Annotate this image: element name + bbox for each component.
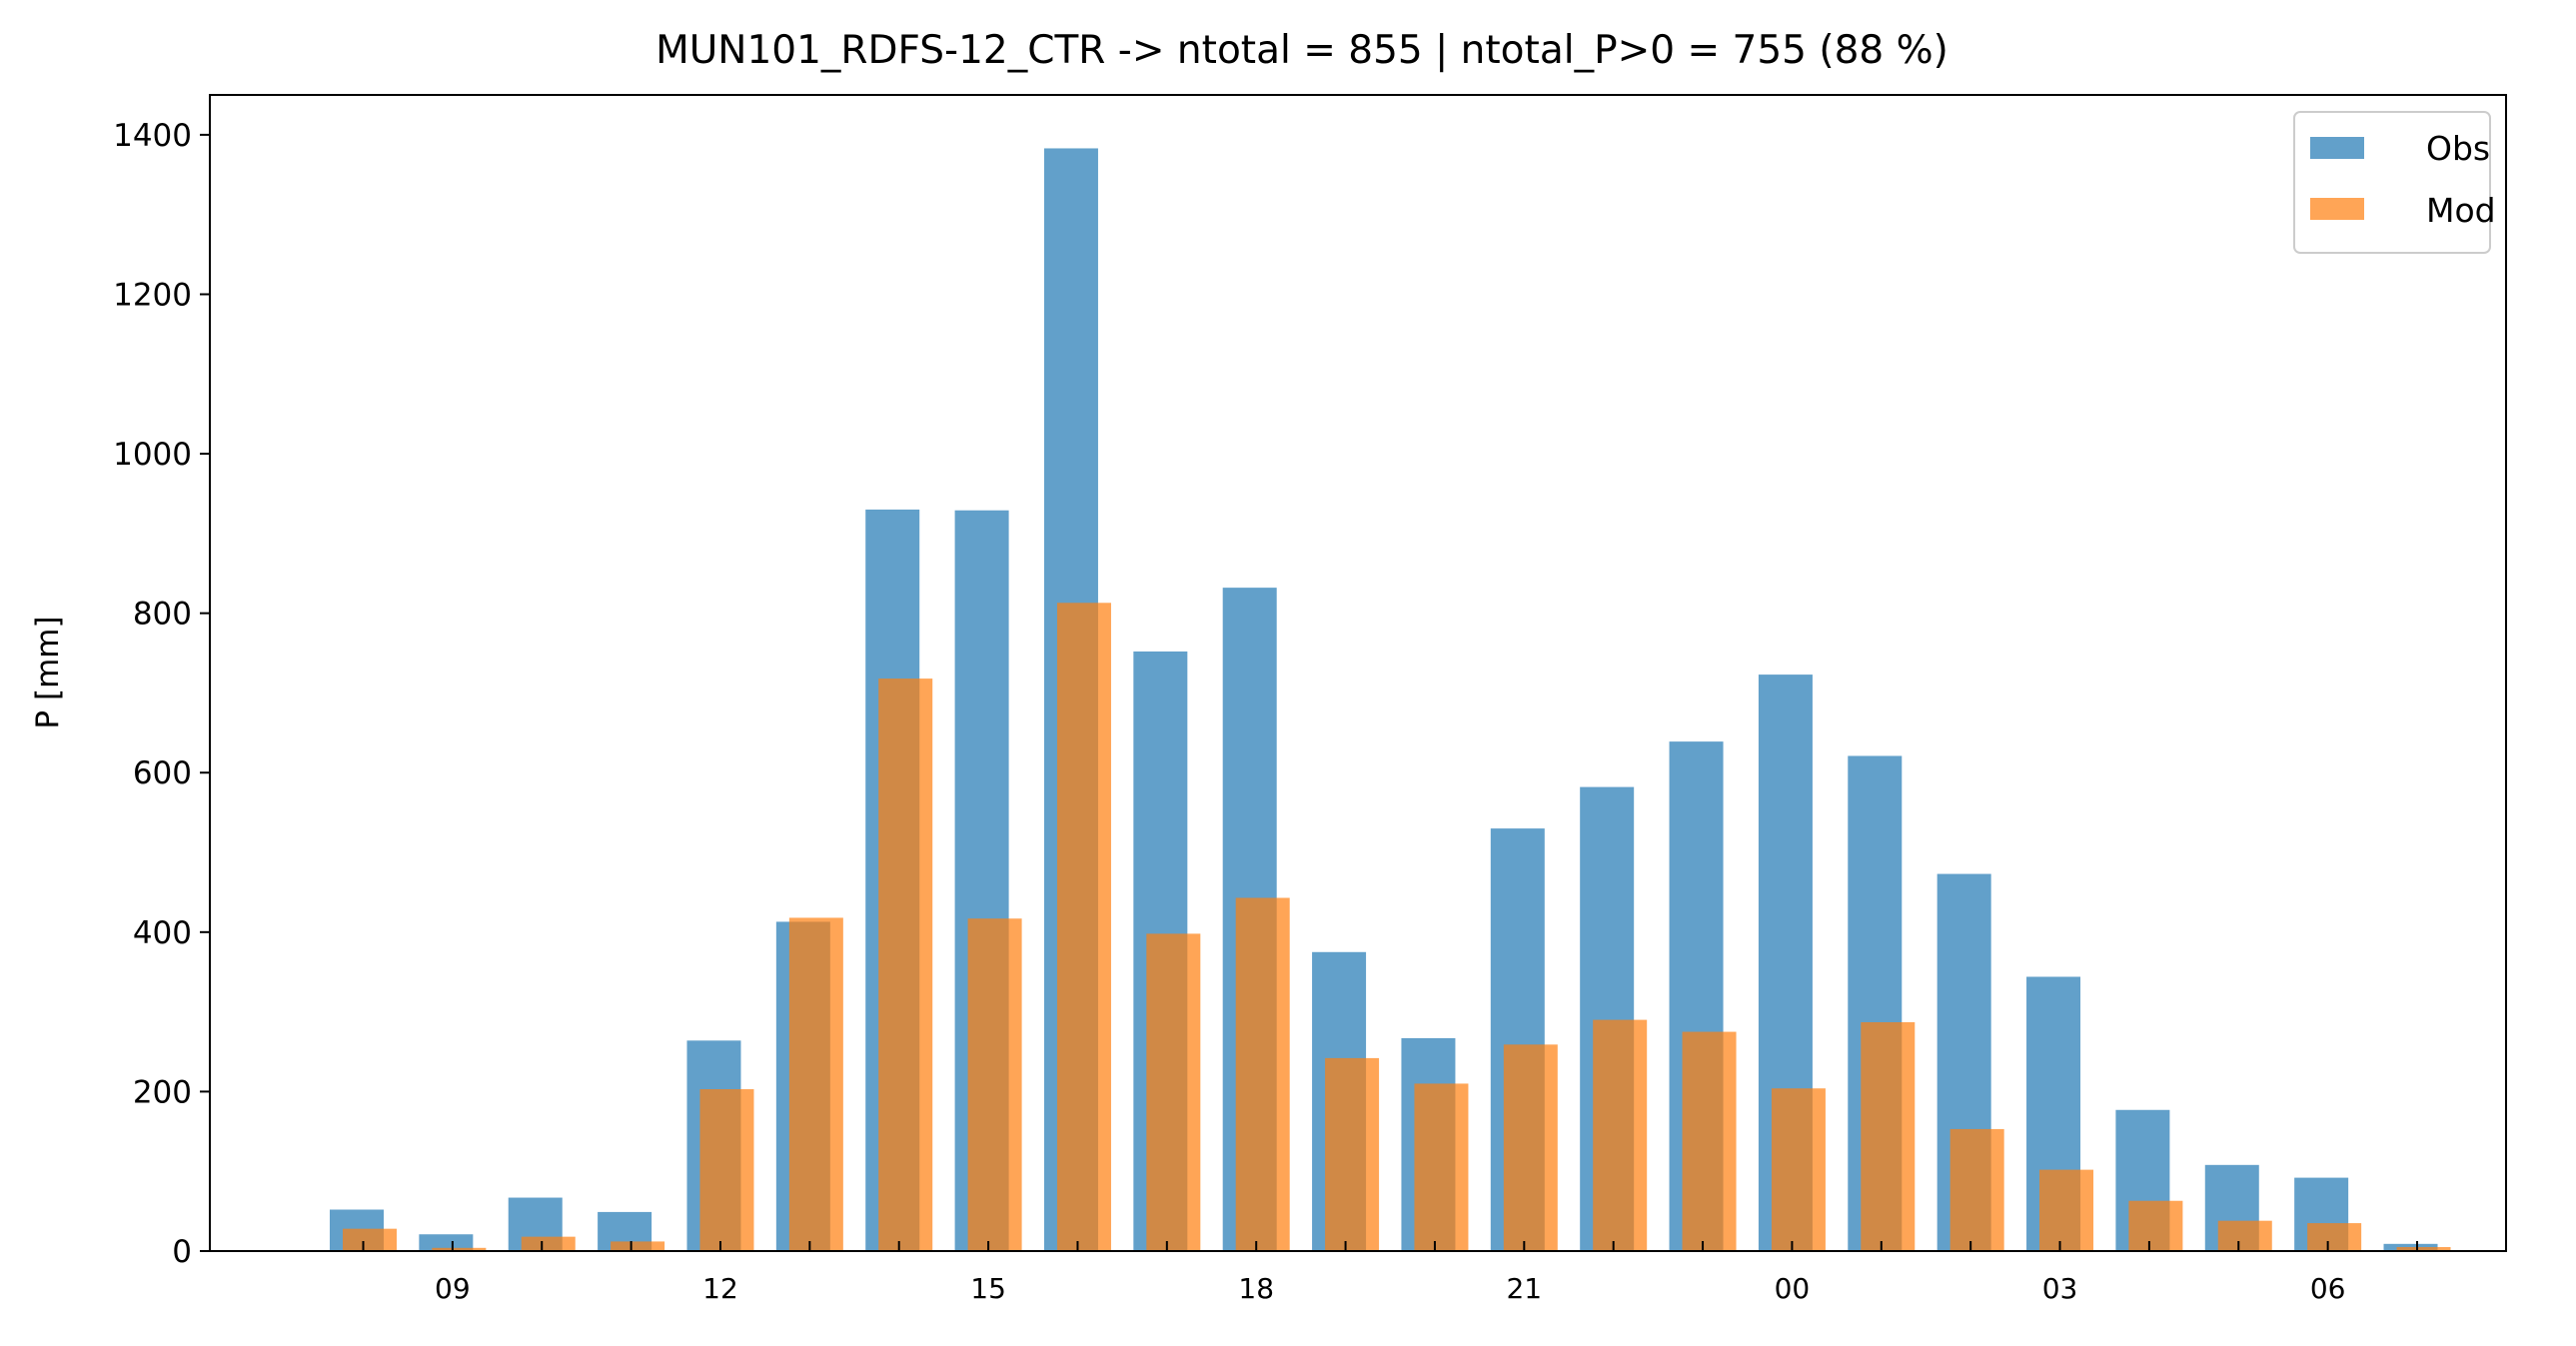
bar-mod-15	[967, 918, 1022, 1251]
x-tick-label-06: 06	[2310, 1272, 2346, 1305]
bar-mod-01	[1861, 1021, 1916, 1251]
y-tick-label-200: 200	[133, 1074, 192, 1110]
bar-mod-12	[699, 1089, 754, 1251]
x-axis: 09 12 15 18 21 00 03 06	[362, 1241, 2419, 1305]
bar-mod-10	[521, 1236, 576, 1251]
y-tick-label-800: 800	[133, 597, 192, 633]
bar-mod-06	[2307, 1223, 2362, 1251]
x-tick-label-03: 03	[2042, 1272, 2078, 1305]
bar-mod-02	[1949, 1128, 2004, 1251]
x-tick-label-21: 21	[1506, 1272, 1542, 1305]
bars-layer	[330, 148, 2451, 1252]
plot-frame	[209, 94, 2507, 1252]
x-tick-label-12: 12	[702, 1272, 738, 1305]
y-tick-label-600: 600	[133, 755, 192, 791]
y-tick-label-0: 0	[172, 1234, 192, 1270]
legend: Obs Mod	[2293, 111, 2496, 254]
bar-mod-18	[1235, 897, 1290, 1251]
bar-mod-00	[1771, 1088, 1826, 1251]
bar-mod-03	[2039, 1169, 2094, 1251]
bar-mod-22	[1593, 1019, 1648, 1251]
legend-label-obs: Obs	[2426, 129, 2490, 168]
x-tick-label-15: 15	[970, 1272, 1006, 1305]
y-tick-label-1000: 1000	[113, 437, 192, 473]
x-tick-label-18: 18	[1238, 1272, 1274, 1305]
bar-mod-13	[788, 917, 843, 1251]
bar-obs-09	[419, 1234, 474, 1251]
legend-swatch-obs	[2310, 137, 2364, 159]
legend-swatch-mod	[2310, 198, 2364, 220]
bar-mod-20	[1414, 1083, 1469, 1251]
bar-mod-05	[2217, 1220, 2272, 1251]
bar-mod-23	[1682, 1031, 1737, 1251]
y-tick-label-1200: 1200	[113, 277, 192, 313]
x-tick-label-00: 00	[1775, 1272, 1811, 1305]
bar-mod-17	[1146, 933, 1201, 1251]
bar-mod-04	[2128, 1200, 2183, 1251]
bar-mod-09	[432, 1247, 487, 1251]
y-axis: 0 200 400 600 800 1000 1200 1400	[113, 118, 210, 1270]
bar-mod-16	[1056, 603, 1111, 1251]
chart-title: MUN101_RDFS-12_CTR -> ntotal = 855 | nto…	[655, 28, 1948, 73]
bar-mod-08	[343, 1228, 397, 1251]
y-tick-label-400: 400	[133, 915, 192, 951]
bar-mod-14	[878, 678, 933, 1251]
bar-mod-21	[1503, 1044, 1558, 1251]
bar-mod-19	[1325, 1057, 1380, 1251]
bar-mod-07	[2396, 1247, 2451, 1251]
legend-label-mod: Mod	[2426, 191, 2496, 230]
x-tick-label-09: 09	[435, 1272, 471, 1305]
y-tick-label-1400: 1400	[113, 118, 192, 154]
y-axis-label: P [mm]	[30, 616, 66, 728]
bar-mod-11	[611, 1241, 665, 1251]
